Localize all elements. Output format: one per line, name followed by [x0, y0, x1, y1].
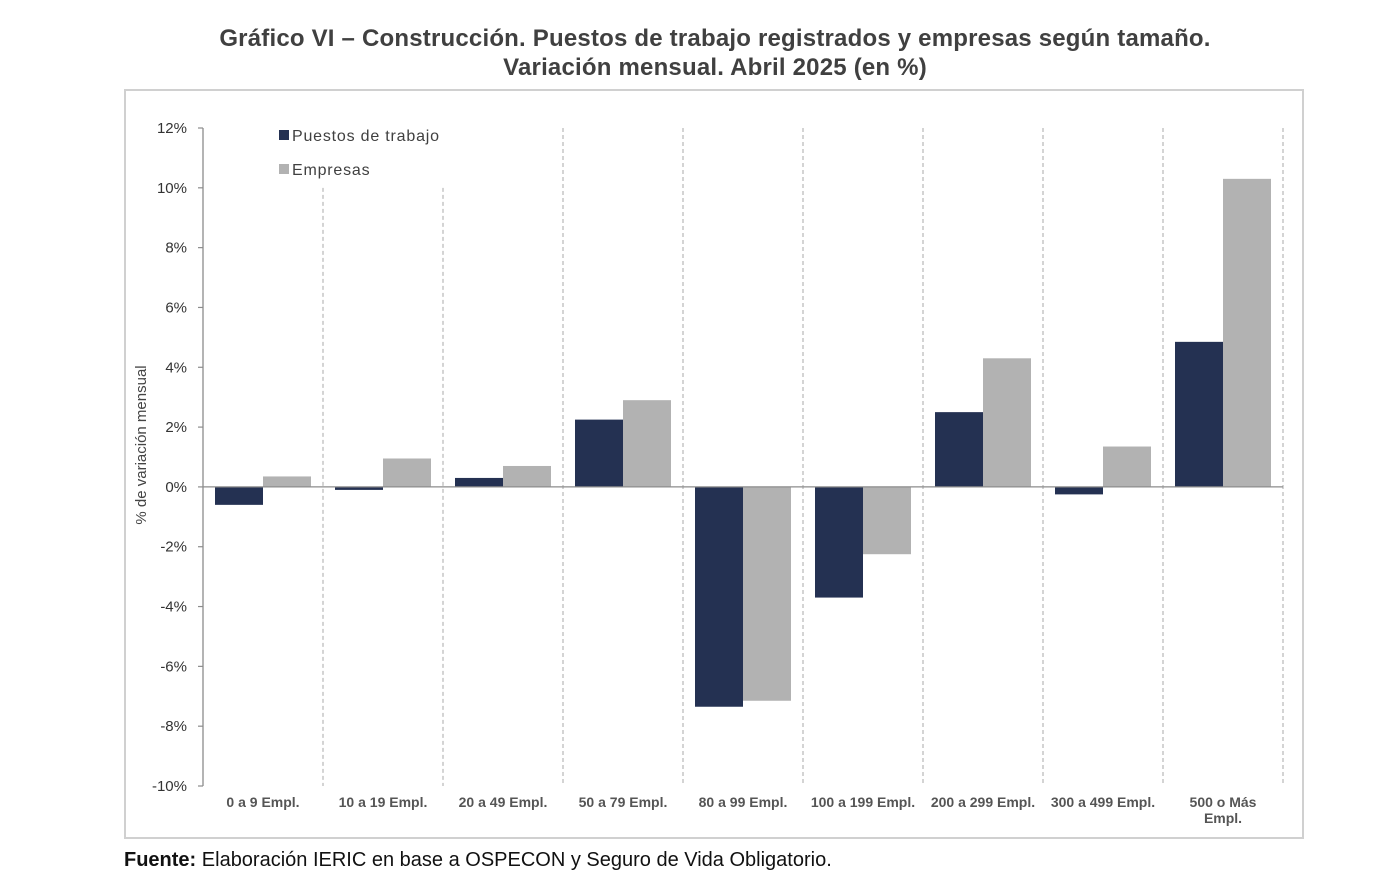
y-tick-label: 4% [165, 359, 187, 376]
bar-puestos [215, 486, 263, 505]
bar-puestos [1175, 341, 1223, 487]
x-tick-label: 200 a 299 Empl. [931, 794, 1035, 810]
x-tick-label: 80 a 99 Empl. [699, 794, 788, 810]
y-tick-label: 0% [165, 479, 187, 496]
y-tick-label: -2% [160, 539, 187, 556]
y-tick-label: -8% [160, 718, 187, 735]
legend-label: Empresas [292, 162, 370, 179]
bar-empresas [623, 400, 671, 487]
source-note: Fuente: Elaboración IERIC en base a OSPE… [124, 849, 832, 872]
x-tick-label: 100 a 199 Empl. [811, 794, 915, 810]
y-tick-label: -4% [160, 599, 187, 616]
bar-empresas [263, 476, 311, 487]
bar-puestos [335, 486, 383, 490]
bar-puestos [575, 419, 623, 487]
bar-empresas [1103, 446, 1151, 487]
y-tick-label: 6% [165, 299, 187, 316]
bar-puestos [935, 412, 983, 487]
bar-empresas [983, 358, 1031, 487]
x-tick-label: 500 o Más Empl. [1190, 794, 1257, 826]
bar-empresas [863, 486, 911, 555]
chart-title-line-1: Gráfico VI – Construcción. Puestos de tr… [219, 25, 1211, 52]
chart-frame [124, 89, 1304, 839]
x-tick-label: 10 a 19 Empl. [339, 794, 428, 810]
x-tick-label: 20 a 49 Empl. [459, 794, 548, 810]
source-label: Fuente: [124, 849, 197, 871]
legend-swatch [279, 130, 289, 140]
bar-puestos [695, 486, 743, 707]
bar-puestos [455, 477, 503, 487]
bar-empresas [503, 465, 551, 487]
y-tick-label: -6% [160, 658, 187, 675]
y-tick-label: -10% [152, 778, 187, 795]
source-text: Elaboración IERIC en base a OSPECON y Se… [201, 849, 832, 871]
bar-empresas [1223, 178, 1271, 487]
y-tick-label: 8% [165, 240, 187, 257]
chart-title: Gráfico VI – Construcción. Puestos de tr… [0, 24, 1395, 82]
chart-title-line-2: Variación mensual. Abril 2025 (en %) [503, 54, 927, 81]
bar-empresas [743, 486, 791, 701]
legend-label: Puestos de trabajo [292, 128, 440, 145]
legend-swatch [279, 164, 289, 174]
y-axis-title: % de variación mensual [133, 365, 150, 524]
bar-puestos [1055, 486, 1103, 495]
x-tick-label: 300 a 499 Empl. [1051, 794, 1155, 810]
y-tick-label: 10% [157, 180, 187, 197]
x-tick-label: 50 a 79 Empl. [579, 794, 668, 810]
y-tick-label: 12% [157, 120, 187, 137]
bar-puestos [815, 486, 863, 598]
y-tick-label: 2% [165, 419, 187, 436]
bar-empresas [383, 458, 431, 487]
x-tick-label: 0 a 9 Empl. [226, 794, 299, 810]
